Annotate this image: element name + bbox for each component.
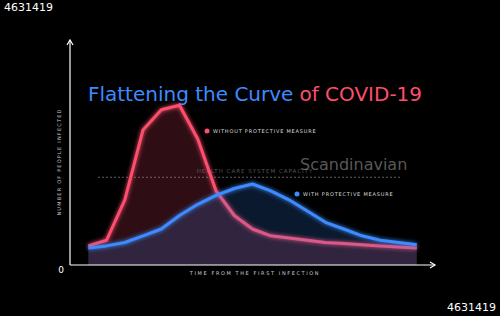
x-axis	[70, 264, 435, 265]
series-line	[88, 184, 417, 248]
capacity-label: HEALTH CARE SYSTEM CAPACITY	[197, 168, 314, 174]
chart: 4631419 Scandinavian 4631419 Flattening the…	[0, 0, 500, 316]
watermark: Scandinavian	[300, 155, 407, 174]
legend-label: WITH PROTECTIVE MEASURE	[303, 191, 393, 197]
y-axis	[69, 40, 70, 265]
watermark: 4631419	[4, 1, 53, 14]
title-part: Flattening the Curve	[88, 82, 293, 106]
legend-marker	[205, 129, 210, 134]
series-area	[88, 105, 417, 265]
legend-label: WITHOUT PROTECTIVE MEASURE	[213, 128, 316, 134]
title-part: of COVID-19	[299, 82, 422, 106]
y-axis-label: NUMBER OF PEOPLE INFECTED	[56, 108, 62, 215]
series-area	[88, 184, 417, 265]
x-axis-label: TIME FROM THE FIRST INFECTION	[189, 270, 320, 276]
y-axis-arrow	[67, 40, 73, 45]
legend-marker	[295, 192, 300, 197]
watermark: 4631419	[447, 301, 496, 314]
x-axis-arrow	[430, 262, 435, 268]
background	[0, 0, 500, 316]
y-tick-label: 0	[58, 265, 64, 275]
plot-area	[88, 105, 417, 265]
title: Flattening the Curveof COVID-19	[88, 82, 422, 106]
